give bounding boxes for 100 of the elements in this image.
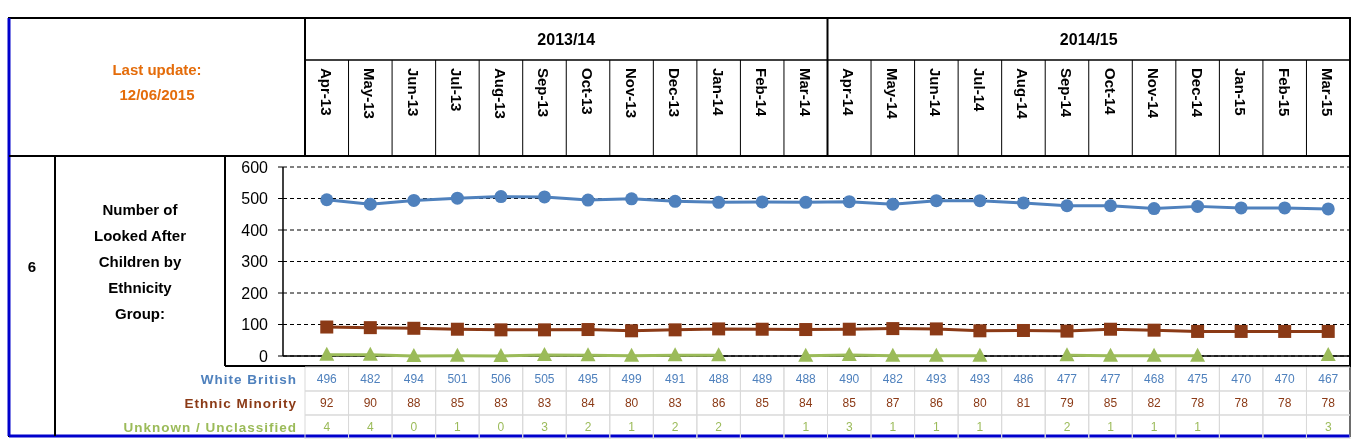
x-tick-label: Jun-14 bbox=[927, 68, 945, 117]
x-tick-label: May-14 bbox=[883, 68, 901, 120]
point bbox=[799, 195, 813, 209]
point bbox=[1147, 323, 1161, 337]
x-tick-label: Apr-13 bbox=[317, 68, 335, 116]
y-tick-label: 500 bbox=[241, 190, 269, 208]
data-label: 482 bbox=[882, 372, 904, 387]
point bbox=[886, 322, 900, 336]
x-tick-label: Mar-14 bbox=[796, 68, 814, 118]
data-label: 83 bbox=[537, 396, 552, 411]
point bbox=[319, 346, 335, 361]
point bbox=[1190, 347, 1206, 362]
point bbox=[799, 323, 813, 337]
point bbox=[668, 323, 682, 337]
data-label: 1 bbox=[454, 420, 462, 435]
data-label: 489 bbox=[752, 372, 773, 387]
point bbox=[973, 194, 987, 208]
point bbox=[973, 324, 987, 338]
point bbox=[407, 321, 421, 335]
point bbox=[1321, 202, 1335, 216]
x-tick-label: Aug-13 bbox=[491, 68, 509, 119]
data-label: 82 bbox=[1147, 396, 1162, 411]
text: 2014/15 bbox=[1059, 31, 1118, 48]
point bbox=[624, 347, 640, 362]
data-label: 470 bbox=[1274, 372, 1296, 387]
point bbox=[1104, 322, 1118, 336]
data-label: 467 bbox=[1318, 372, 1339, 387]
text: Last update: 12/06/2015 bbox=[112, 61, 202, 103]
data-label: 85 bbox=[755, 396, 770, 411]
point bbox=[712, 322, 726, 336]
data-label: 92 bbox=[320, 396, 334, 411]
point bbox=[362, 346, 378, 361]
y-tick-label: 400 bbox=[241, 221, 269, 239]
point bbox=[1147, 202, 1161, 216]
x-tick-label: Jun-13 bbox=[404, 68, 422, 117]
data-label: 496 bbox=[316, 372, 338, 387]
data-label: 86 bbox=[929, 396, 944, 411]
point bbox=[625, 192, 639, 206]
data-label: 494 bbox=[403, 372, 425, 387]
data-label: 80 bbox=[973, 396, 987, 411]
point bbox=[363, 321, 377, 335]
point bbox=[842, 322, 856, 336]
data-label: 499 bbox=[621, 372, 642, 387]
data-label: 2 bbox=[1063, 420, 1071, 435]
point bbox=[449, 347, 465, 362]
point bbox=[755, 322, 769, 336]
data-label: 79 bbox=[1060, 396, 1074, 411]
point bbox=[886, 197, 900, 211]
data-label: 78 bbox=[1321, 396, 1336, 411]
data-label: 475 bbox=[1187, 372, 1208, 387]
point bbox=[494, 323, 508, 337]
point bbox=[1320, 347, 1336, 362]
data-label: 86 bbox=[711, 396, 726, 411]
data-label: 81 bbox=[1016, 396, 1031, 411]
point bbox=[493, 348, 509, 362]
point bbox=[841, 347, 857, 362]
point bbox=[755, 195, 769, 209]
point bbox=[1234, 324, 1248, 338]
x-tick-label: Mar-15 bbox=[1319, 68, 1337, 117]
point bbox=[407, 193, 421, 207]
data-label: 2 bbox=[715, 420, 723, 435]
point bbox=[536, 347, 552, 362]
x-tick-label: Nov-13 bbox=[622, 68, 640, 119]
point bbox=[842, 195, 856, 209]
point bbox=[972, 347, 988, 362]
data-label: 501 bbox=[447, 372, 468, 387]
data-label: 1 bbox=[802, 420, 810, 435]
data-label: 88 bbox=[407, 396, 421, 411]
data-label: 85 bbox=[1103, 396, 1118, 411]
point bbox=[450, 191, 464, 205]
data-label: 470 bbox=[1231, 372, 1252, 387]
data-label: 83 bbox=[668, 396, 683, 411]
data-label: 493 bbox=[969, 372, 991, 387]
data-label: 2 bbox=[584, 420, 592, 435]
data-label: 2 bbox=[671, 420, 679, 435]
data-label: 84 bbox=[799, 396, 813, 411]
data-label: 1 bbox=[1194, 420, 1202, 435]
x-tick-label: Sep-13 bbox=[535, 68, 553, 118]
point bbox=[1060, 199, 1074, 213]
data-label: 1 bbox=[889, 420, 897, 435]
x-tick-label: May-13 bbox=[361, 68, 379, 119]
point bbox=[667, 347, 683, 362]
data-label: 488 bbox=[708, 372, 729, 387]
point bbox=[625, 324, 639, 338]
point bbox=[712, 195, 726, 209]
point bbox=[1234, 201, 1248, 215]
x-tick-label: Oct-14 bbox=[1101, 68, 1119, 116]
data-label: 78 bbox=[1234, 396, 1249, 411]
point bbox=[1104, 199, 1118, 213]
x-tick-label: Jul-14 bbox=[970, 68, 988, 113]
data-label: 0 bbox=[410, 420, 418, 435]
point bbox=[1103, 347, 1119, 362]
data-label: 486 bbox=[1013, 372, 1034, 387]
point bbox=[1278, 201, 1292, 215]
x-tick-label: Feb-15 bbox=[1275, 68, 1293, 117]
x-tick-label: Sep-14 bbox=[1057, 68, 1075, 118]
point bbox=[363, 197, 377, 211]
data-label: 490 bbox=[839, 372, 860, 387]
point bbox=[1059, 347, 1075, 362]
point bbox=[406, 348, 422, 362]
